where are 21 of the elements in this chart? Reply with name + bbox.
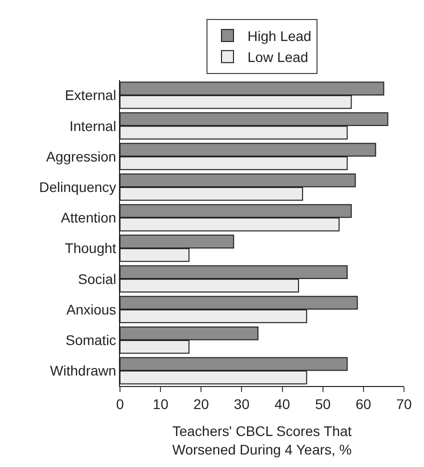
x-tick-label: 20 xyxy=(193,396,210,412)
x-tick-label: 0 xyxy=(116,396,124,412)
y-tick-label: External xyxy=(64,87,116,104)
x-axis-title: Teachers' CBCL Scores That Worsened During 4 Years, % xyxy=(172,423,352,458)
y-tick-label: Somatic xyxy=(66,332,116,348)
y-tick-label: Withdrawn xyxy=(50,362,116,379)
y-tick-label: Attention xyxy=(60,210,116,226)
legend-label: High Lead xyxy=(248,28,312,44)
legend-label: Low Lead xyxy=(248,49,308,66)
y-tick-label: Aggression xyxy=(46,148,116,164)
y-tick-label: Social xyxy=(78,270,116,287)
x-tick-label: 50 xyxy=(315,396,331,412)
y-tick-label: Anxious xyxy=(66,301,116,318)
x-tick-label: 10 xyxy=(152,396,169,412)
y-tick-label: Delinquency xyxy=(39,179,116,195)
x-tick-label: 70 xyxy=(396,396,412,412)
x-tick-label: 40 xyxy=(274,396,290,412)
x-tick-label: 30 xyxy=(234,396,250,412)
x-tick-label: 60 xyxy=(356,396,372,412)
y-tick-label: Internal xyxy=(69,118,116,134)
y-tick-label: Thought xyxy=(64,240,116,256)
